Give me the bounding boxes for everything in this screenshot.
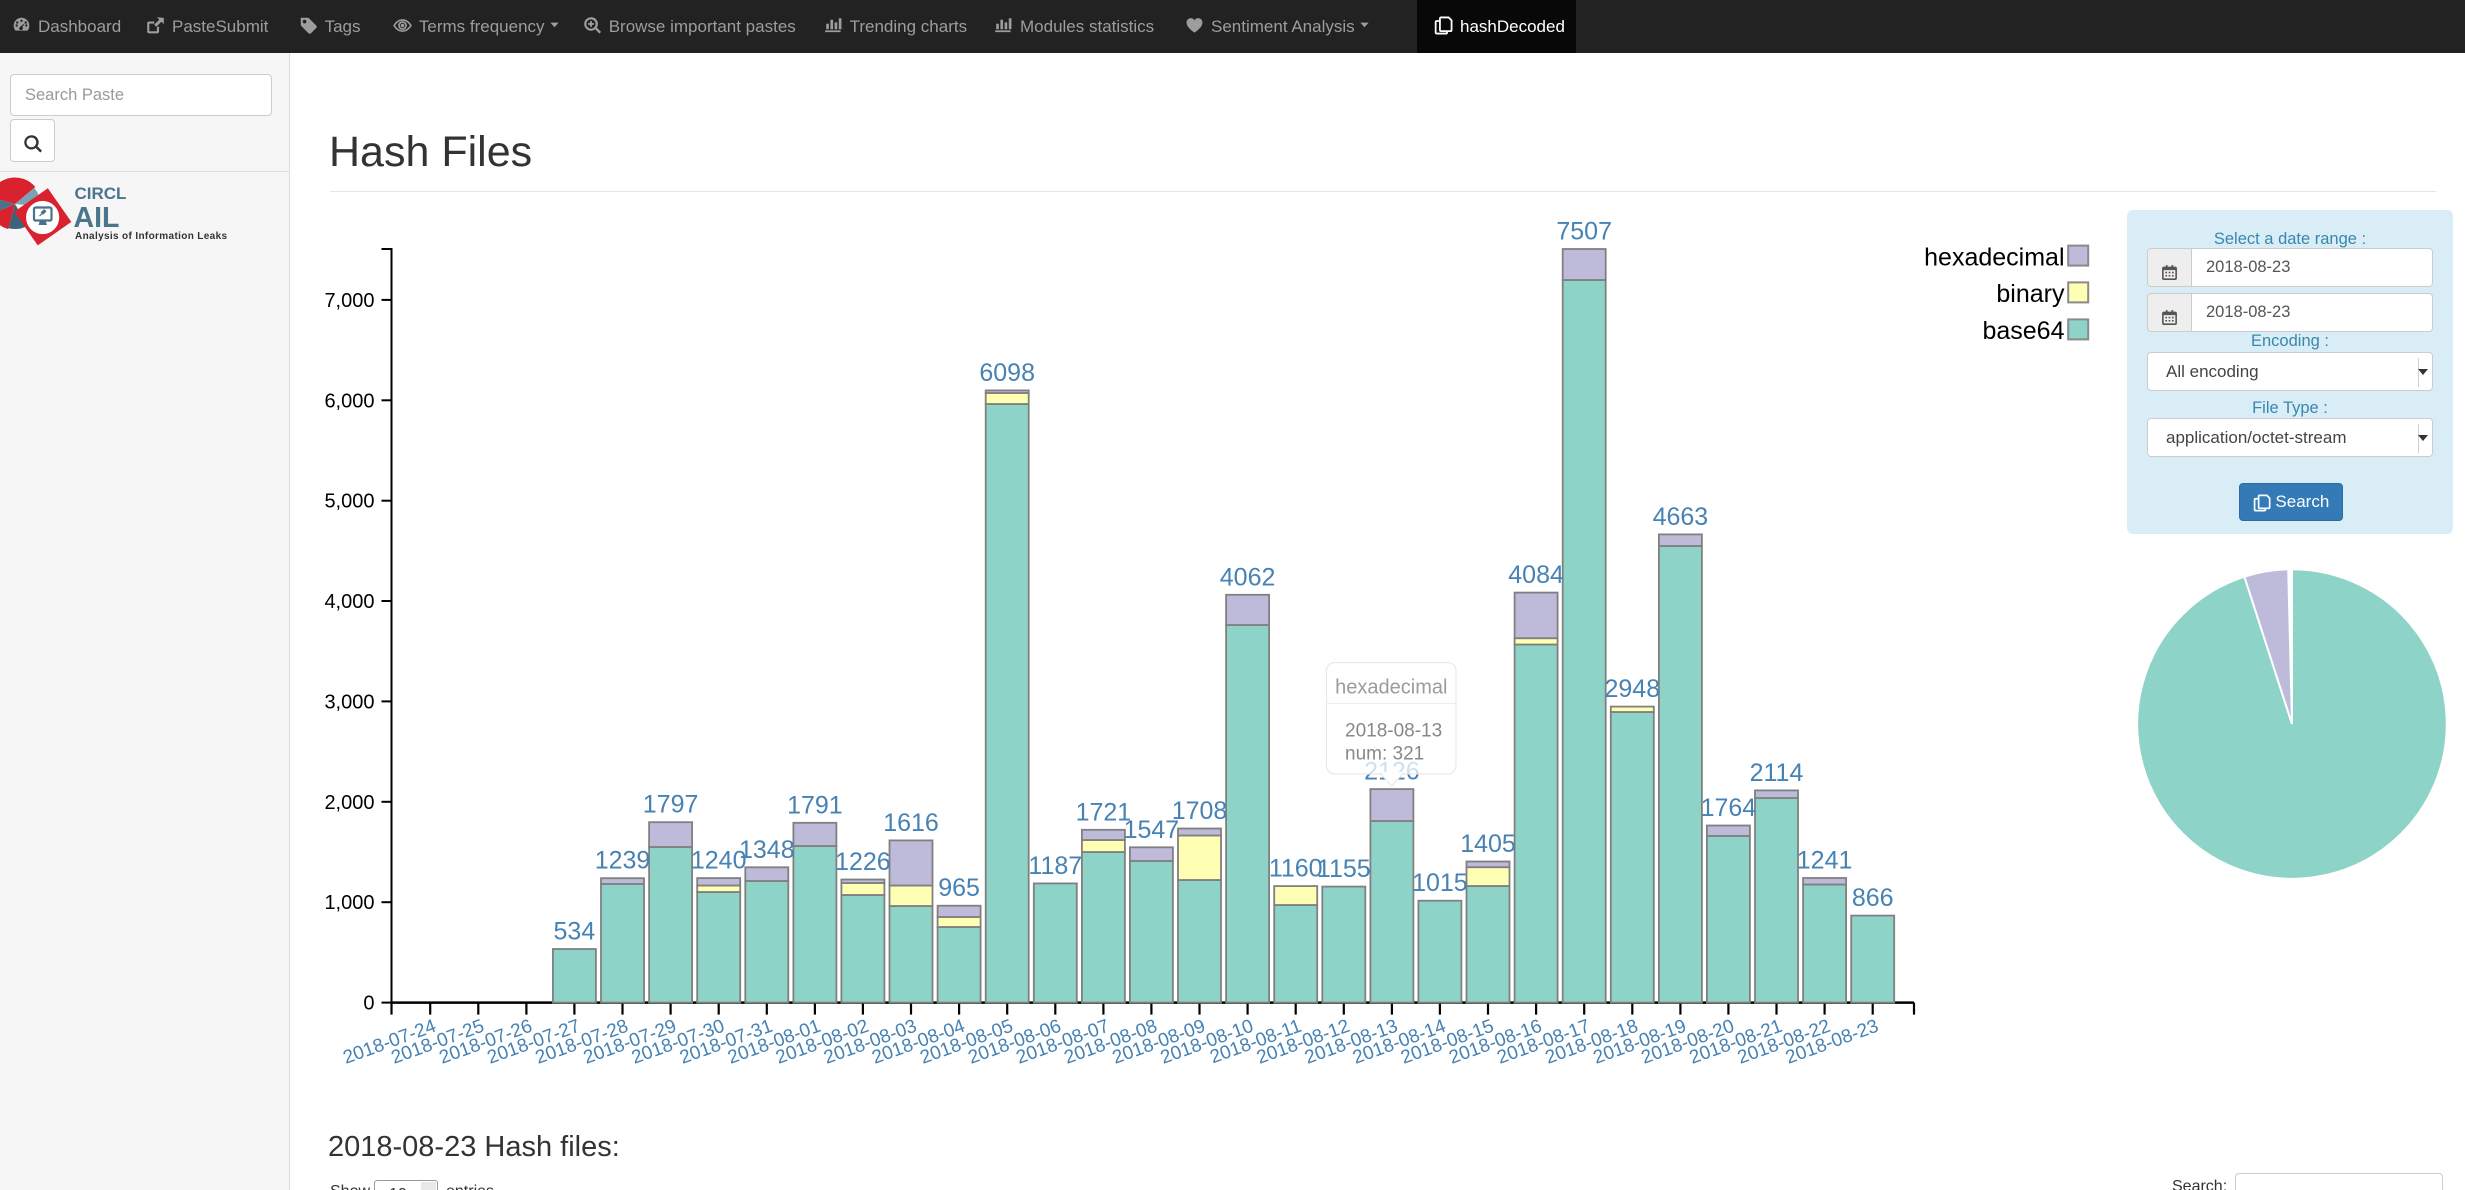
svg-text:hexadecimal: hexadecimal bbox=[1924, 243, 2064, 271]
svg-text:2948: 2948 bbox=[1604, 675, 1660, 703]
svg-text:1405: 1405 bbox=[1460, 830, 1516, 858]
svg-text:4663: 4663 bbox=[1653, 503, 1709, 531]
svg-text:1240: 1240 bbox=[691, 847, 747, 875]
svg-text:1241: 1241 bbox=[1797, 847, 1853, 875]
svg-text:hexadecimal: hexadecimal bbox=[1335, 677, 1447, 699]
svg-text:2114: 2114 bbox=[1750, 759, 1804, 787]
svg-text:CIRCL: CIRCL bbox=[75, 184, 127, 203]
svg-text:1791: 1791 bbox=[787, 791, 843, 819]
svg-text:4084: 4084 bbox=[1508, 561, 1564, 589]
svg-text:534: 534 bbox=[554, 918, 596, 946]
svg-text:866: 866 bbox=[1852, 884, 1894, 912]
svg-text:1,000: 1,000 bbox=[324, 892, 374, 914]
svg-text:1155: 1155 bbox=[1317, 855, 1371, 883]
svg-text:5,000: 5,000 bbox=[324, 491, 374, 513]
svg-text:1616: 1616 bbox=[883, 809, 939, 837]
svg-text:2,000: 2,000 bbox=[324, 792, 374, 814]
svg-text:num: 321: num: 321 bbox=[1345, 744, 1424, 765]
svg-text:1348: 1348 bbox=[739, 836, 795, 864]
svg-text:1764: 1764 bbox=[1701, 794, 1757, 822]
svg-text:6,000: 6,000 bbox=[324, 390, 374, 412]
svg-text:base64: base64 bbox=[1982, 317, 2064, 345]
svg-text:Analysis of Information Leaks: Analysis of Information Leaks bbox=[75, 231, 227, 242]
svg-text:965: 965 bbox=[938, 874, 980, 902]
svg-text:2018-08-13: 2018-08-13 bbox=[1345, 721, 1442, 742]
svg-text:binary: binary bbox=[1996, 280, 2065, 308]
svg-text:1187: 1187 bbox=[1028, 852, 1082, 880]
svg-text:1708: 1708 bbox=[1172, 797, 1228, 825]
svg-text:4062: 4062 bbox=[1220, 563, 1276, 591]
svg-text:1547: 1547 bbox=[1124, 816, 1180, 844]
svg-text:7,000: 7,000 bbox=[324, 290, 374, 312]
svg-text:1226: 1226 bbox=[835, 848, 891, 876]
svg-text:3,000: 3,000 bbox=[324, 691, 374, 713]
svg-text:6098: 6098 bbox=[979, 359, 1035, 387]
svg-text:1015: 1015 bbox=[1412, 869, 1468, 897]
svg-text:4,000: 4,000 bbox=[324, 591, 374, 613]
svg-text:1797: 1797 bbox=[643, 791, 699, 819]
svg-text:7507: 7507 bbox=[1556, 218, 1612, 246]
svg-text:0: 0 bbox=[363, 993, 374, 1015]
svg-text:1239: 1239 bbox=[595, 847, 651, 875]
svg-text:1721: 1721 bbox=[1076, 798, 1132, 826]
svg-text:1160: 1160 bbox=[1269, 855, 1323, 883]
svg-text:AIL: AIL bbox=[74, 202, 120, 234]
